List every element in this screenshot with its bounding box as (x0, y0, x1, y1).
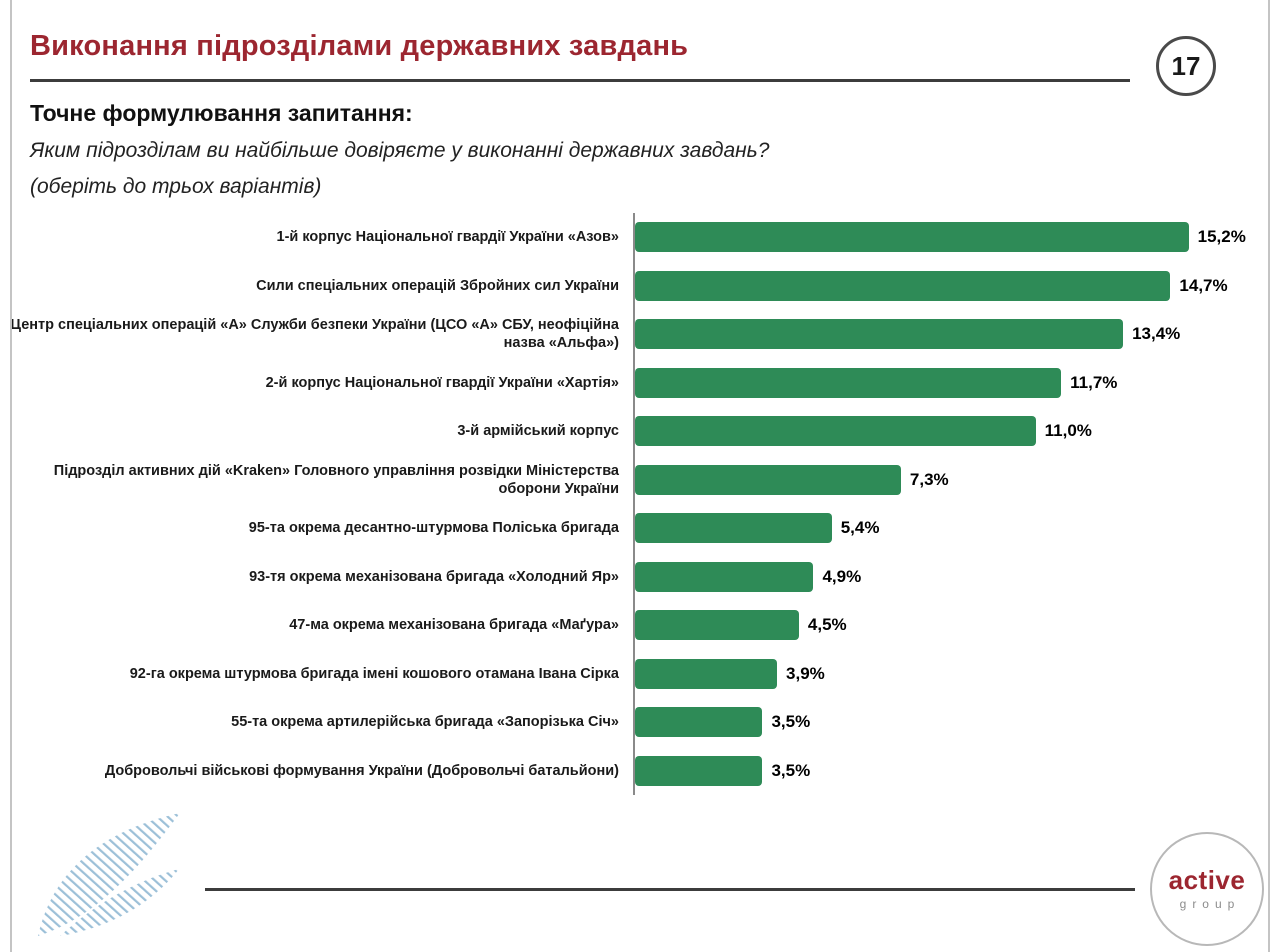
bar-track: 11,0% (633, 407, 1262, 456)
bar-value-label: 3,5% (771, 712, 811, 732)
question-block: Точне формулювання запитання: Яким підро… (0, 82, 1280, 199)
bar-track: 15,2% (633, 213, 1262, 262)
bar-value-label: 13,4% (1132, 324, 1181, 344)
bar-category-label: Центр спеціальних операцій «А» Служби бе… (10, 317, 619, 352)
bar-track: 3,5% (633, 698, 1262, 747)
bar-category-label: 3-й армійський корпус (457, 423, 619, 440)
bar-track: 7,3% (633, 455, 1262, 504)
active-group-logo: active group (1150, 832, 1264, 946)
bar-track: 13,4% (633, 310, 1262, 359)
bar (635, 561, 814, 592)
question-note: (оберіть до трьох варіантів) (30, 175, 322, 198)
bar-track: 11,7% (633, 358, 1262, 407)
bar-row: Центр спеціальних операцій «А» Служби бе… (8, 310, 1262, 359)
bar-track: 4,9% (633, 552, 1262, 601)
header: Виконання підрозділами державних завдань… (0, 0, 1280, 96)
question-text: Яким підрозділам ви найбільше довіряєте … (30, 139, 770, 162)
bar (635, 658, 778, 689)
bar-category-label: Підрозділ активних дій «Kraken» Головног… (53, 462, 619, 497)
bar-row: 3-й армійський корпус 11,0% (8, 407, 1262, 456)
bar-value-label: 4,9% (822, 566, 862, 586)
bar-value-label: 5,4% (840, 518, 880, 538)
bar-track: 3,5% (633, 746, 1262, 795)
bar-row: 92-га окрема штурмова бригада імені кошо… (8, 649, 1262, 698)
bar-row: 1-й корпус Національної гвардії України … (8, 213, 1262, 262)
page-title: Виконання підрозділами державних завдань (30, 30, 689, 62)
bar-value-label: 15,2% (1197, 227, 1246, 247)
bar-category-label: 47-ма окрема механізована бригада «Маґур… (289, 617, 619, 634)
bar-value-label: 3,9% (786, 663, 825, 683)
leaf-logo-graphic (38, 813, 180, 936)
bar-value-label: 14,7% (1179, 275, 1228, 295)
leaf-logo (32, 809, 182, 944)
bar-track: 4,5% (633, 601, 1262, 650)
bar (635, 707, 763, 738)
bar (635, 222, 1189, 253)
bar (635, 416, 1036, 447)
bar-category-label: 93-тя окрема механізована бригада «Холод… (249, 568, 619, 585)
bar-row: Добровольчі військові формування України… (8, 746, 1262, 795)
bar-chart: 1-й корпус Національної гвардії України … (0, 213, 1262, 795)
left-edge-line (10, 0, 12, 952)
bar-value-label: 4,5% (807, 615, 847, 635)
bar (635, 319, 1124, 350)
right-edge-line (1268, 0, 1270, 952)
bar (635, 610, 799, 641)
bar-row: 55-та окрема артилерійська бригада «Запо… (8, 698, 1262, 747)
bar-track: 14,7% (633, 261, 1262, 310)
bar-value-label: 11,0% (1044, 421, 1092, 441)
question-heading: Точне формулювання запитання: (30, 100, 413, 126)
bar-category-label: 2-й корпус Національної гвардії України … (265, 374, 619, 391)
bar-value-label: 3,5% (771, 760, 811, 780)
bar-track: 5,4% (633, 504, 1262, 553)
bar-category-label: Добровольчі військові формування України… (104, 762, 619, 779)
bar (635, 755, 763, 786)
bar-category-label: 92-га окрема штурмова бригада імені кошо… (129, 665, 619, 682)
bar-row: 47-ма окрема механізована бригада «Маґур… (8, 601, 1262, 650)
bar (635, 270, 1171, 301)
bar (635, 513, 832, 544)
bar-category-label: Сили спеціальних операцій Збройних сил У… (256, 277, 619, 294)
page-number: 17 (1171, 50, 1201, 81)
bar (635, 367, 1062, 398)
page-number-badge: 17 (1156, 36, 1216, 96)
logo-text-active: active (1168, 865, 1246, 895)
bar-track: 3,9% (633, 649, 1262, 698)
bar-category-label: 95-та окрема десантно-штурмова Поліська … (248, 520, 619, 537)
bar-category-label: 55-та окрема артилерійська бригада «Запо… (231, 714, 619, 731)
bar-row: 93-тя окрема механізована бригада «Холод… (8, 552, 1262, 601)
bar-value-label: 11,7% (1070, 372, 1118, 392)
bar-row: Підрозділ активних дій «Kraken» Головног… (8, 455, 1262, 504)
bar-category-label: 1-й корпус Національної гвардії України … (276, 229, 619, 246)
bar-row: 95-та окрема десантно-штурмова Поліська … (8, 504, 1262, 553)
bar-row: 2-й корпус Національної гвардії України … (8, 358, 1262, 407)
logo-text-group: group (1179, 897, 1241, 911)
bar (635, 464, 901, 495)
footer-divider (205, 888, 1135, 891)
bar-row: Сили спеціальних операцій Збройних сил У… (8, 261, 1262, 310)
bar-value-label: 7,3% (909, 469, 949, 489)
title-divider (30, 79, 1130, 82)
